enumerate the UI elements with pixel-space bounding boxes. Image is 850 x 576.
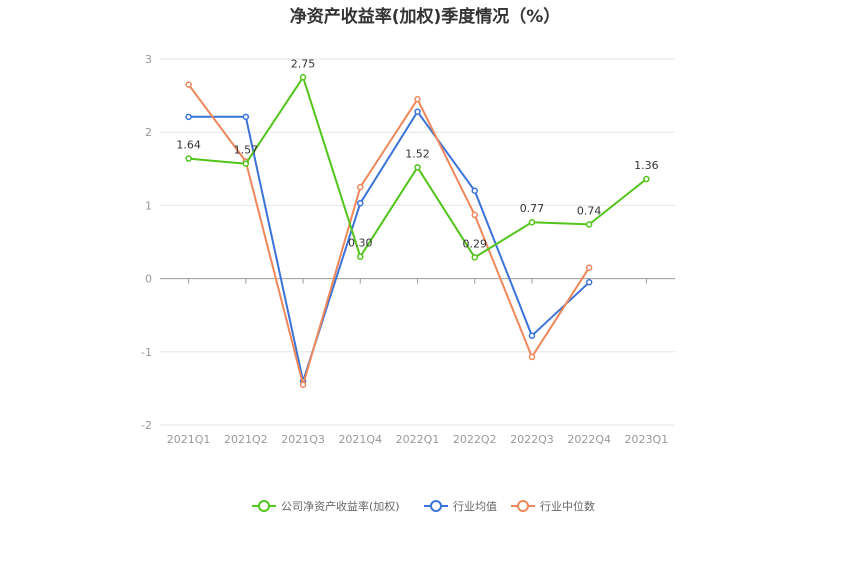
data-point xyxy=(357,183,364,191)
x-tick-label: 2022Q4 xyxy=(567,433,611,446)
y-tick-label: 3 xyxy=(145,53,152,66)
data-point xyxy=(414,108,421,115)
data-label: 2.75 xyxy=(291,57,316,70)
x-tick-label: 2021Q3 xyxy=(281,433,325,446)
y-tick-label: 0 xyxy=(145,273,152,286)
data-label: 1.57 xyxy=(234,144,259,157)
data-point xyxy=(242,160,250,167)
data-point xyxy=(357,199,364,207)
x-tick-label: 2022Q2 xyxy=(453,433,497,446)
legend-label: 行业均值 xyxy=(453,500,497,513)
data-labels: 1.64 1.57 2.75 0.30 1.52 0.29 0.77 0.74 1.36 xyxy=(176,57,658,250)
data-label: 0.77 xyxy=(520,202,545,215)
data-point xyxy=(471,211,478,219)
legend-label: 行业中位数 xyxy=(540,499,595,513)
data-label: 1.36 xyxy=(634,159,659,172)
x-tick-label: 2022Q3 xyxy=(510,433,554,446)
data-point xyxy=(528,332,536,339)
x-tick-label: 2021Q1 xyxy=(167,433,211,446)
y-tick-label: -2 xyxy=(141,419,152,432)
data-point xyxy=(471,254,478,261)
data-label: 1.52 xyxy=(405,147,430,160)
legend-label: 公司净资产收益率(加权) xyxy=(281,499,400,513)
data-point xyxy=(528,353,536,361)
data-point xyxy=(357,253,364,260)
data-point xyxy=(585,279,593,286)
data-point xyxy=(528,218,536,226)
y-tick-label: 2 xyxy=(145,126,152,139)
data-point xyxy=(299,74,307,81)
data-point xyxy=(242,113,250,121)
legend: 公司净资产收益率(加权) 行业均值 行业中位数 xyxy=(252,499,595,513)
series-line-1 xyxy=(188,110,590,383)
y-axis: 3 2 1 0 -1 -2 xyxy=(141,53,152,432)
data-label: 1.64 xyxy=(176,139,201,152)
data-point xyxy=(185,113,192,121)
y-tick-label: 1 xyxy=(145,199,152,212)
x-tick-label: 2021Q2 xyxy=(224,433,268,446)
series-line-2 xyxy=(187,84,591,386)
x-tick-label: 2023Q1 xyxy=(625,433,669,446)
series-lines xyxy=(185,74,650,388)
legend-marker xyxy=(517,500,529,512)
x-tick-label: 2021Q4 xyxy=(338,433,382,446)
legend-marker xyxy=(430,500,442,512)
legend-marker xyxy=(258,500,270,512)
y-tick-label: -1 xyxy=(141,346,152,359)
data-point xyxy=(585,221,593,228)
data-point xyxy=(643,175,650,183)
data-label: 0.74 xyxy=(577,204,602,217)
data-point xyxy=(299,381,307,388)
data-label: 0.30 xyxy=(348,237,373,250)
data-label: 0.29 xyxy=(462,237,487,250)
data-point xyxy=(185,81,192,88)
data-point xyxy=(414,96,421,103)
x-axis: 2021Q1 2021Q2 2021Q3 2021Q4 2022Q1 2022Q2 2022… xyxy=(167,278,669,446)
x-tick-label: 2022Q1 xyxy=(396,433,440,446)
data-point xyxy=(414,164,421,171)
data-point xyxy=(471,187,478,195)
chart-title: 净资产收益率(加权)季度情况（%） xyxy=(289,7,561,27)
data-point xyxy=(185,155,192,162)
data-point xyxy=(585,264,593,271)
